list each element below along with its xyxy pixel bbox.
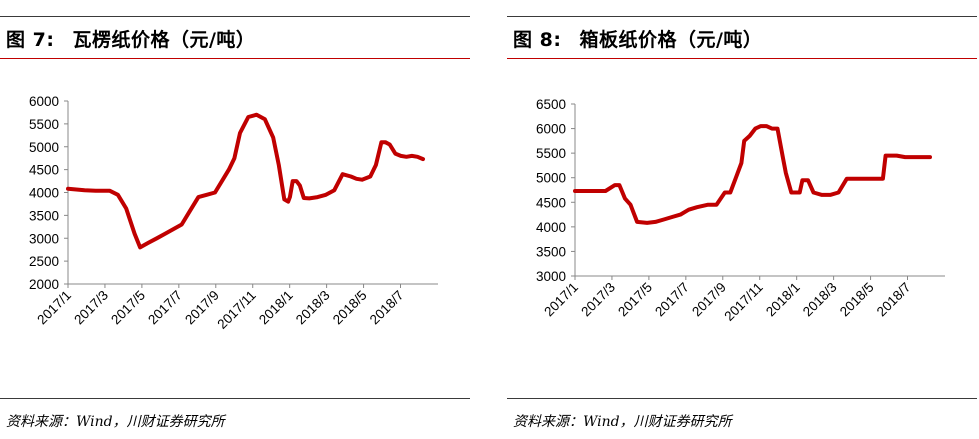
- x-tick-label: 2018/3: [800, 280, 840, 320]
- chart-corrugated-paper-price: 2000 2500 3000 3500 4000 4500 5000 5500 6000 2017…: [0, 86, 470, 366]
- y-tick-label: 2000: [29, 277, 59, 292]
- figure-title-bar: 图 8: 箱板纸价格（元/吨）: [507, 16, 977, 59]
- y-tick-label: 5000: [29, 140, 59, 155]
- y-tick-label: 6000: [536, 122, 566, 137]
- x-tick-label: 2017/3: [578, 280, 618, 320]
- x-tick-label: 2018/3: [293, 288, 333, 328]
- y-tick-label: 3000: [29, 231, 59, 246]
- x-tick-label: 2017/7: [652, 280, 692, 320]
- x-tick-label: 2018/7: [367, 288, 407, 328]
- series-line: [66, 112, 425, 250]
- x-tick-label: 2017/11: [721, 280, 765, 324]
- x-tick-label: 2017/1: [34, 288, 74, 328]
- y-tick-label: 4000: [536, 220, 566, 235]
- source-text: 资料来源：Wind，川财证券研究所: [6, 414, 225, 430]
- source-note: 资料来源：Wind，川财证券研究所: [0, 398, 470, 439]
- y-tick-label: 5000: [536, 171, 566, 186]
- y-tick-label: 2500: [29, 254, 59, 269]
- y-tick-label: 4500: [536, 195, 566, 210]
- x-tick-label: 2017/3: [71, 288, 111, 328]
- figure-title-text: 瓦楞纸价格（元/吨）: [72, 29, 256, 51]
- x-tick-label: 2017/5: [615, 280, 655, 320]
- chart-boxboard-price: 3000 3500 4000 4500 5000 5500 6000 6500 2017/1 20…: [507, 86, 977, 366]
- line-chart: 2000 2500 3000 3500 4000 4500 5000 5500 6000 2017…: [29, 94, 438, 332]
- y-tick-label: 5500: [29, 117, 59, 132]
- y-tick-label: 4500: [29, 163, 59, 178]
- figure-label: 图 8:: [513, 29, 562, 51]
- y-tick-label: 3000: [536, 269, 566, 284]
- y-tick-label: 3500: [536, 244, 566, 259]
- figure-title: 图 8: 箱板纸价格（元/吨）: [513, 25, 762, 52]
- x-tick-label: 2017/7: [145, 288, 185, 328]
- x-tick-label: 2018/1: [763, 280, 803, 320]
- figure-title-text: 箱板纸价格（元/吨）: [579, 29, 763, 51]
- x-tick-label: 2018/7: [874, 280, 914, 320]
- x-tick-label: 2018/1: [256, 288, 296, 328]
- series-line: [573, 124, 932, 225]
- y-tick-label: 4000: [29, 186, 59, 201]
- x-tick-label: 2018/5: [330, 288, 370, 328]
- figure-title-bar: 图 7: 瓦楞纸价格（元/吨）: [0, 16, 470, 59]
- figure-title: 图 7: 瓦楞纸价格（元/吨）: [6, 25, 255, 52]
- figure-7-panel: 图 7: 瓦楞纸价格（元/吨） 2000 2500 3000 3500 4000 4500 5…: [0, 0, 470, 438]
- y-tick-label: 6000: [29, 94, 59, 109]
- source-text: 资料来源：Wind，川财证券研究所: [513, 414, 732, 430]
- x-tick-label: 2017/11: [214, 288, 258, 332]
- y-tick-label: 3500: [29, 208, 59, 223]
- source-note: 资料来源：Wind，川财证券研究所: [507, 398, 977, 439]
- line-chart: 300035004000450050005500600065002017/120…: [536, 97, 945, 324]
- x-tick-label: 2017/5: [108, 288, 148, 328]
- y-tick-label: 6500: [536, 97, 566, 112]
- x-tick-label: 2017/1: [541, 280, 581, 320]
- y-tick-label: 5500: [536, 146, 566, 161]
- figure-label: 图 7:: [6, 29, 55, 51]
- x-tick-label: 2018/5: [837, 280, 877, 320]
- figure-8-panel: 图 8: 箱板纸价格（元/吨） 3000 3500 4000 4500 5000 5500 6…: [507, 0, 977, 438]
